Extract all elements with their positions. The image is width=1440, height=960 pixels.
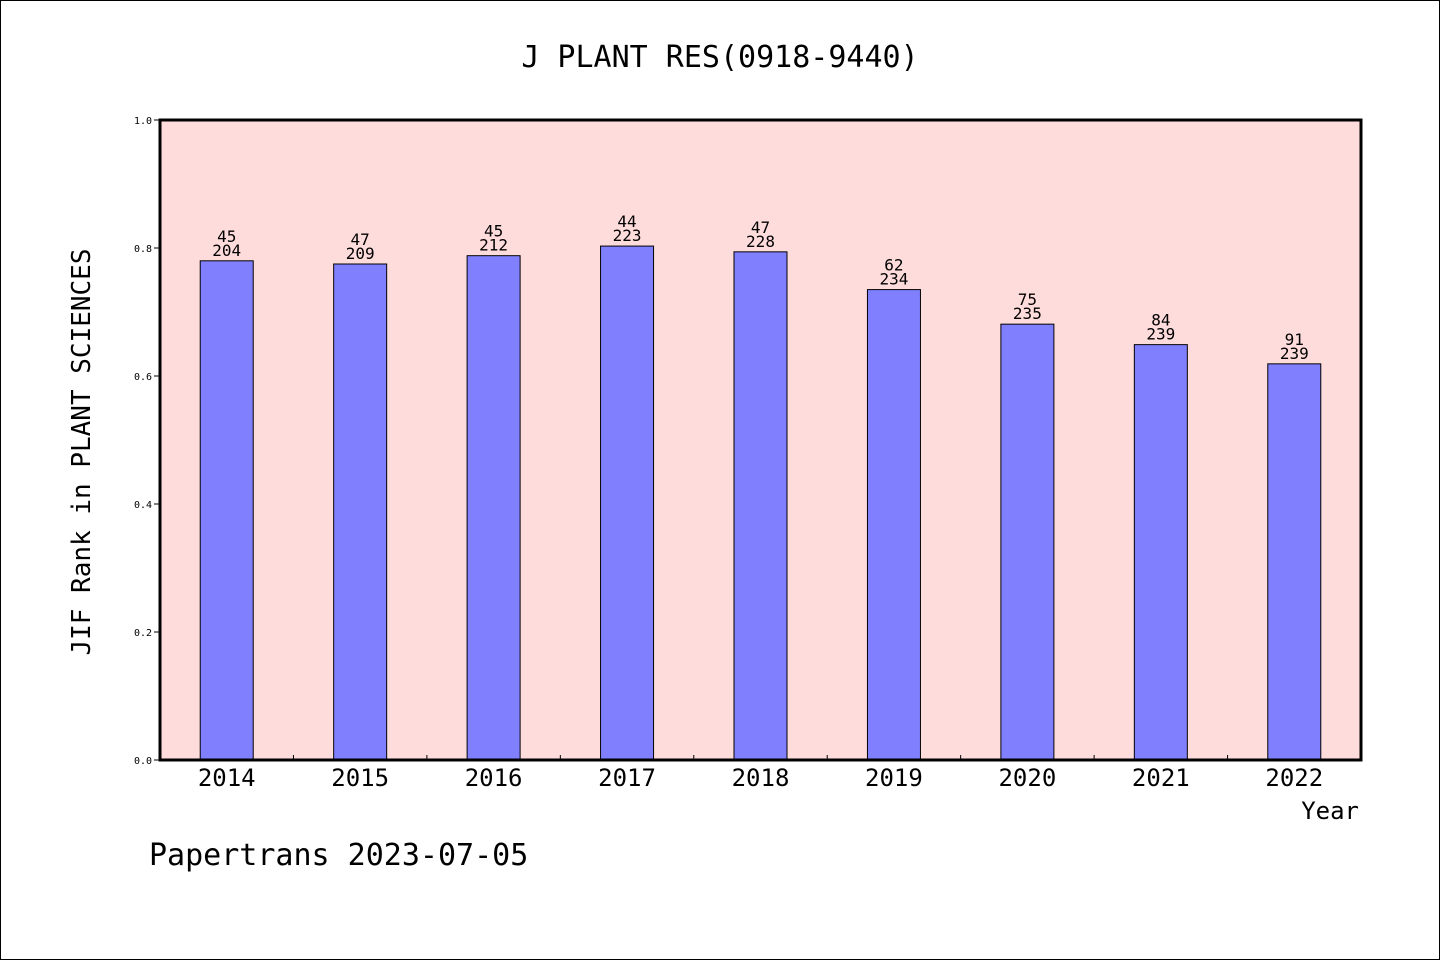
x-tick-label-2014: 2014 — [198, 764, 256, 792]
rank-label-2014: 45 — [217, 227, 236, 246]
x-axis-label: Year — [1301, 797, 1359, 825]
total-label-2016: 212 — [479, 236, 508, 255]
rank-label-2015: 47 — [351, 230, 370, 249]
x-tick-label-2022: 2022 — [1265, 764, 1323, 792]
total-label-2014: 204 — [212, 241, 241, 260]
y-tick-label: 0.2 — [134, 628, 152, 639]
bar-2014 — [199, 260, 254, 761]
rank-label-2017: 44 — [617, 212, 636, 231]
rank-label-2020: 75 — [1018, 290, 1037, 309]
total-label-2019: 234 — [879, 270, 908, 289]
rank-label-2018: 47 — [751, 218, 770, 237]
rank-label-2022: 91 — [1285, 330, 1304, 349]
x-tick-label-2019: 2019 — [865, 764, 923, 792]
x-tick-label-2017: 2017 — [598, 764, 656, 792]
rank-label-2021: 84 — [1151, 311, 1170, 330]
plot-frame — [158, 118, 1363, 762]
bar-2016 — [466, 255, 521, 761]
total-label-2017: 223 — [613, 226, 642, 245]
x-tick-label-2015: 2015 — [331, 764, 389, 792]
footer-credit: Papertrans 2023-07-05 — [149, 838, 528, 873]
bar-2021 — [1133, 344, 1188, 761]
rank-label-2016: 45 — [484, 222, 503, 241]
bar-2019 — [866, 289, 921, 761]
x-tick-label-2021: 2021 — [1132, 764, 1190, 792]
y-axis-label: JIF Rank in PLANT SCIENCES — [67, 249, 97, 656]
x-tick-label-2016: 2016 — [465, 764, 523, 792]
total-label-2021: 239 — [1146, 325, 1175, 344]
x-tick-label-2020: 2020 — [998, 764, 1056, 792]
bar-2017 — [600, 245, 655, 761]
y-tick-label: 0.8 — [134, 244, 152, 255]
bar-2018 — [733, 251, 788, 761]
y-tick-label: 1.0 — [134, 116, 152, 127]
y-tick-label: 0.6 — [134, 372, 152, 383]
bar-2020 — [1000, 323, 1055, 761]
total-label-2018: 228 — [746, 232, 775, 251]
total-label-2020: 235 — [1013, 304, 1042, 323]
x-tick-label-2018: 2018 — [732, 764, 790, 792]
chart-title: J PLANT RES(0918-9440) — [521, 40, 918, 75]
x-axis: 2014 2015 2016 2017 2018 2019 2020 2021 2022 — [198, 755, 1323, 792]
bars-group — [199, 245, 1322, 761]
y-tick-label: 0.0 — [134, 756, 152, 767]
total-label-2022: 239 — [1280, 344, 1309, 363]
y-tick-label: 0.4 — [134, 500, 152, 511]
bar-2022 — [1267, 363, 1322, 761]
rank-label-2019: 62 — [884, 256, 903, 275]
total-label-2015: 209 — [346, 244, 375, 263]
bar-2015 — [333, 263, 388, 761]
y-axis: 0.0 0.2 0.4 0.6 0.8 1.0 — [134, 116, 160, 767]
